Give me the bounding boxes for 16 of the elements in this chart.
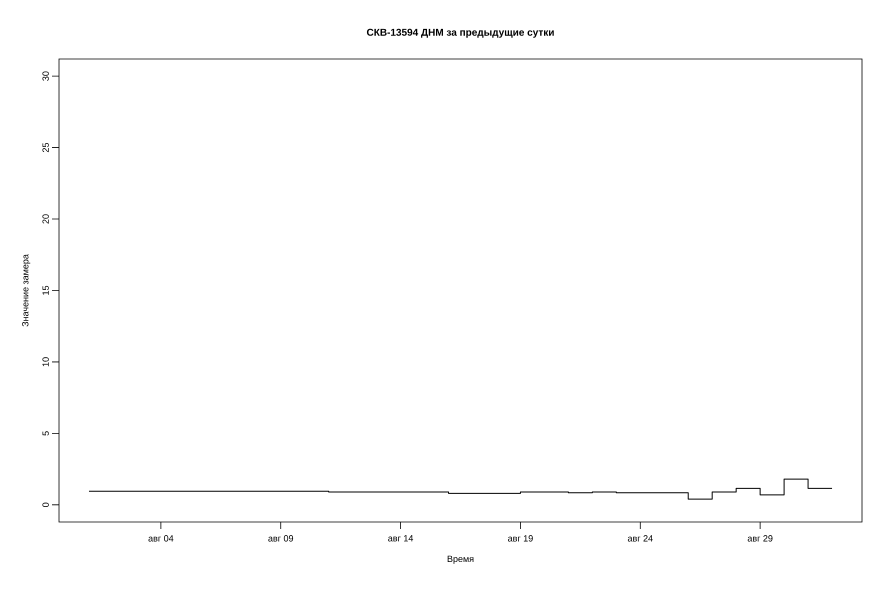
chart-title: СКВ-13594 ДНМ за предыдущие сутки <box>366 28 554 38</box>
x-tick-label: авг 29 <box>748 535 772 542</box>
y-tick-label: 5 <box>42 431 49 436</box>
y-tick-label: 0 <box>42 502 49 507</box>
x-tick-label: авг 24 <box>628 535 653 542</box>
y-tick-label: 25 <box>42 142 49 152</box>
x-tick-label: авг 04 <box>148 535 174 542</box>
y-tick-label: 30 <box>42 71 49 81</box>
x-tick-label: авг 09 <box>268 535 294 542</box>
x-tick-label: авг 19 <box>508 535 533 542</box>
y-tick-label: 10 <box>42 357 49 366</box>
y-tick-label: 20 <box>42 214 49 224</box>
x-axis-title: Время <box>448 556 474 564</box>
y-tick-label: 15 <box>42 286 49 295</box>
y-axis-title: Значение замера <box>22 254 30 327</box>
x-tick-label: авг 14 <box>388 535 414 542</box>
